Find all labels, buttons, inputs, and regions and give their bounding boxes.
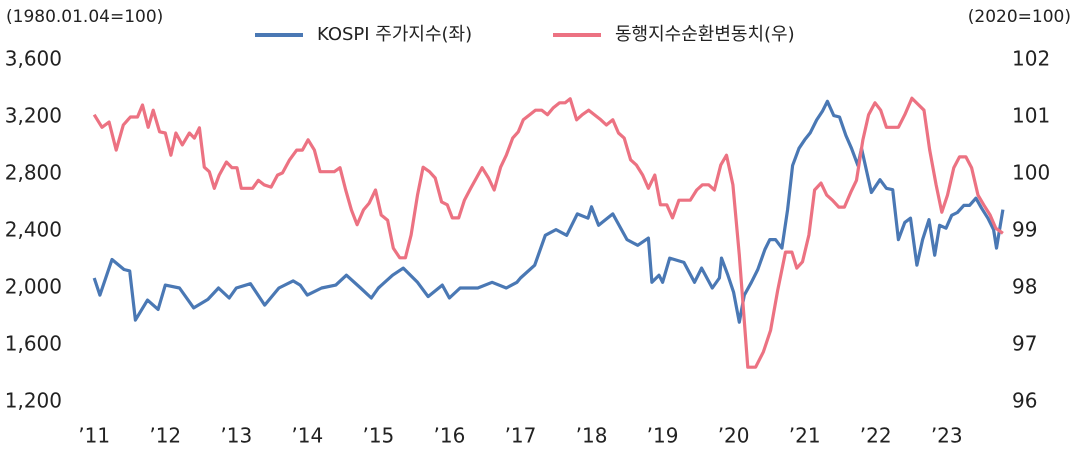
- legend-label: KOSPI 주가지수(좌): [317, 24, 472, 45]
- right-axis-note: (2020=100): [968, 7, 1071, 27]
- x-tick-label: ’18: [576, 424, 608, 448]
- y2-tick-label: 99: [1012, 218, 1037, 242]
- y-tick-label: 2,000: [5, 275, 62, 299]
- x-tick-label: ’19: [647, 424, 679, 448]
- y-tick-label: 3,600: [5, 47, 62, 71]
- x-tick-label: ’20: [718, 424, 750, 448]
- y2-tick-label: 100: [1012, 161, 1050, 185]
- y2-tick-label: 102: [1012, 47, 1050, 71]
- x-tick-label: ’11: [78, 424, 110, 448]
- y2-tick-label: 98: [1012, 275, 1037, 299]
- y-tick-label: 1,200: [5, 389, 62, 413]
- series-line: [92, 99, 1005, 324]
- x-tick-label: ’22: [860, 424, 892, 448]
- y-tick-label: 1,600: [5, 332, 62, 356]
- y-tick-label: 3,200: [5, 104, 62, 128]
- legend-label: 동행지수순환변동치(우): [615, 24, 795, 45]
- x-tick-label: ’17: [505, 424, 537, 448]
- x-tick-label: ’14: [291, 424, 323, 448]
- left-axis-note: (1980.01.04=100): [6, 7, 163, 27]
- y-tick-label: 2,800: [5, 161, 62, 185]
- y2-tick-label: 97: [1012, 332, 1037, 356]
- y2-tick-label: 101: [1012, 104, 1050, 128]
- x-tick-label: ’13: [220, 424, 252, 448]
- y2-tick-label: 96: [1012, 389, 1037, 413]
- x-tick-label: ’12: [149, 424, 181, 448]
- x-tick-label: ’15: [362, 424, 394, 448]
- series-line: [92, 96, 1004, 369]
- y-tick-label: 2,400: [5, 218, 62, 242]
- x-tick-label: ’23: [931, 424, 963, 448]
- x-tick-label: ’21: [789, 424, 821, 448]
- x-tick-label: ’16: [434, 424, 466, 448]
